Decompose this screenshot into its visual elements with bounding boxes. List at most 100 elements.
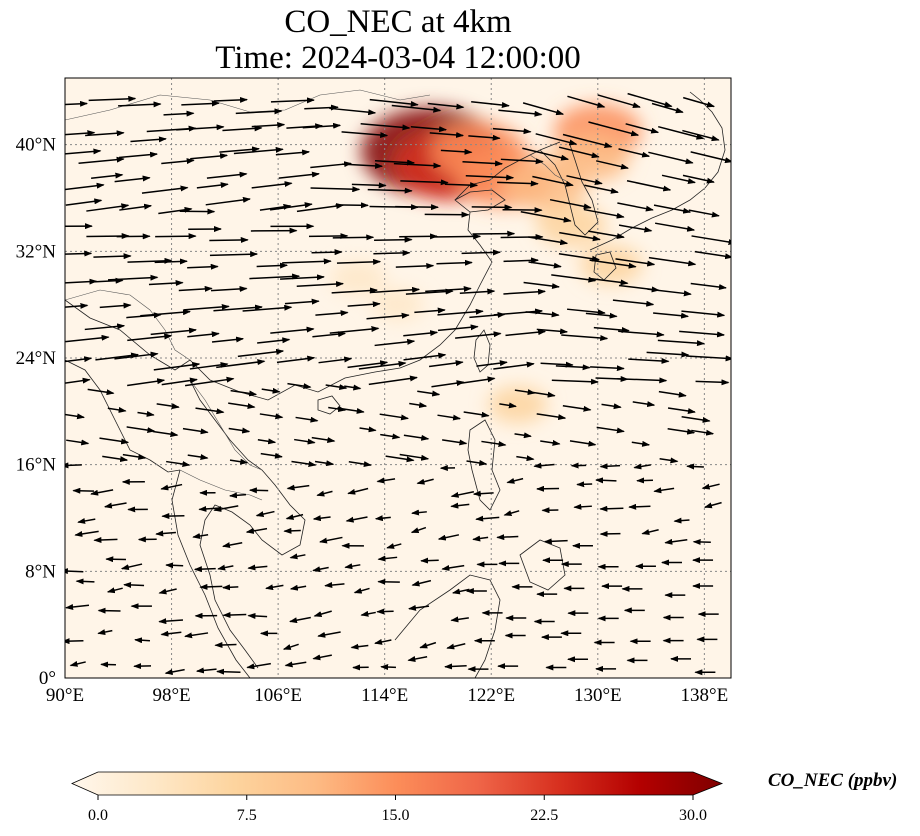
wind-arrow <box>599 505 624 512</box>
colorbar-tick-label: 7.5 <box>237 807 257 824</box>
wind-arrow <box>291 460 317 467</box>
wind-arrow <box>446 643 466 650</box>
wind-arrow <box>187 263 219 270</box>
wind-arrow <box>154 258 188 265</box>
wind-arrow <box>377 578 400 585</box>
wind-arrow <box>368 375 418 386</box>
wind-arrow <box>195 667 217 674</box>
wind-arrow <box>540 361 574 368</box>
wind-arrow <box>289 616 311 624</box>
wind-arrow <box>127 257 173 264</box>
wind-arrow <box>313 610 332 617</box>
wind-arrow <box>140 309 191 317</box>
wind-arrow <box>499 402 517 409</box>
border-thailand-cambodia <box>179 469 263 501</box>
wind-arrow <box>222 542 243 549</box>
wind-arrow <box>416 478 434 485</box>
wind-arrow <box>543 538 568 545</box>
wind-arrow <box>199 583 223 590</box>
wind-arrow <box>331 287 379 294</box>
wind-arrow <box>283 527 301 534</box>
wind-arrow <box>516 455 535 462</box>
wind-arrow <box>184 632 209 639</box>
wind-arrow <box>230 389 258 397</box>
wind-arrow <box>653 487 675 494</box>
wind-arrow <box>86 203 130 212</box>
wind-arrow <box>561 334 609 341</box>
wind-arrow <box>233 146 284 155</box>
plume-cell <box>536 202 607 247</box>
wind-arrow <box>347 301 381 308</box>
wind-arrow <box>189 361 229 370</box>
wind-arrow <box>374 515 391 522</box>
wind-arrow <box>123 581 145 588</box>
wind-arrow <box>69 660 86 667</box>
wind-arrow <box>213 96 249 103</box>
wind-arrow <box>374 236 413 243</box>
wind-arrow <box>296 281 345 288</box>
wind-arrow <box>481 440 507 447</box>
wind-arrow <box>88 95 137 102</box>
wind-arrow <box>119 203 153 211</box>
coastline-shandong <box>454 189 506 213</box>
wind-arrow <box>270 326 315 334</box>
wind-arrow <box>65 148 102 155</box>
wind-arrow <box>155 530 176 537</box>
wind-arrow <box>228 402 256 410</box>
wind-arrow <box>466 459 488 466</box>
wind-arrow <box>158 588 177 595</box>
wind-arrow <box>498 109 543 117</box>
wind-arrow <box>695 379 730 386</box>
wind-arrow <box>311 436 336 443</box>
wind-arrow <box>257 438 277 445</box>
wind-arrow <box>659 457 679 464</box>
wind-arrow <box>247 564 268 571</box>
coastline-hainan <box>317 395 341 415</box>
wind-arrow <box>493 361 535 370</box>
wind-arrow <box>294 438 316 445</box>
wind-arrow <box>302 122 342 129</box>
wind-arrow <box>596 160 629 170</box>
coastline-malay-peninsula <box>171 469 251 678</box>
wind-arrow <box>618 224 653 233</box>
wind-arrow <box>374 338 416 347</box>
wind-arrow <box>72 487 94 494</box>
wind-arrow <box>206 171 248 179</box>
plume-cell <box>579 244 643 285</box>
colorbar-tick-label: 22.5 <box>530 807 558 824</box>
wind-arrow <box>348 461 372 468</box>
wind-arrow <box>130 136 167 143</box>
wind-arrow <box>628 503 651 510</box>
wind-arrow <box>325 384 348 391</box>
wind-arrow <box>576 481 593 488</box>
wind-arrow <box>259 413 284 420</box>
wind-arrow <box>90 489 114 496</box>
wind-arrow <box>228 492 247 499</box>
wind-arrow <box>429 131 465 138</box>
wind-arrow <box>77 517 96 524</box>
wind-arrow <box>65 182 105 191</box>
wind-arrow <box>615 258 656 267</box>
wind-arrow <box>344 384 362 391</box>
wind-arrow <box>195 407 225 415</box>
wind-arrow <box>324 582 345 589</box>
lon-tick-label: 138°E <box>681 685 729 706</box>
wind-arrow <box>551 274 597 283</box>
wind-arrow <box>280 274 325 281</box>
wind-arrow <box>444 663 467 670</box>
wind-arrow <box>235 108 283 115</box>
wind-arrow <box>496 534 519 541</box>
wind-arrow <box>493 308 544 316</box>
wind-arrow <box>437 414 462 421</box>
wind-arrow <box>410 526 427 534</box>
wind-arrow <box>90 277 124 284</box>
wind-arrow <box>555 364 591 371</box>
wind-arrow <box>350 643 369 650</box>
wind-arrow <box>648 151 694 165</box>
wind-arrow <box>160 483 183 491</box>
wind-arrow <box>152 430 179 438</box>
wind-arrow <box>374 638 392 645</box>
wind-arrow <box>278 171 320 179</box>
wind-arrow <box>213 505 239 512</box>
